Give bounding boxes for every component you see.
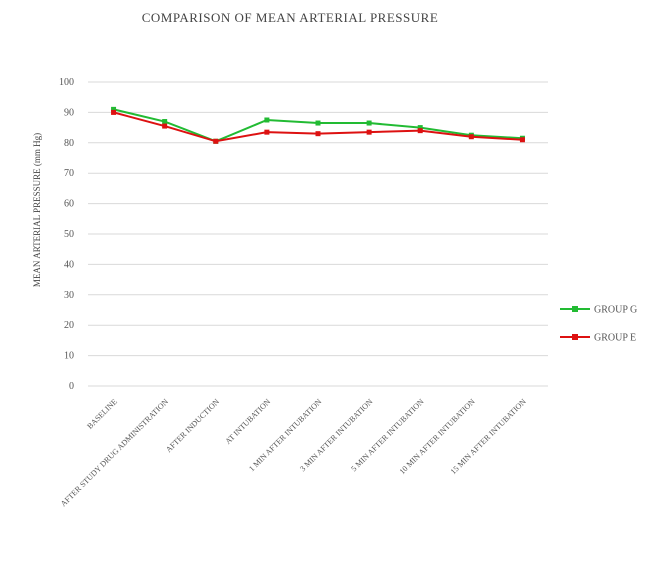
- data-point: [213, 138, 219, 144]
- data-point: [519, 137, 525, 143]
- series-lines: [111, 106, 525, 144]
- series-1: [111, 109, 525, 144]
- data-point: [162, 123, 168, 129]
- legend-marker: [572, 334, 578, 340]
- y-axis-label: MEAN ARTERIAL PRESSURE (mm Hg): [32, 133, 42, 287]
- data-point: [111, 109, 117, 115]
- data-point: [264, 117, 270, 123]
- y-tick-label: 40: [64, 259, 74, 270]
- legend-label: GROUP G: [594, 305, 637, 316]
- data-point: [366, 120, 372, 126]
- y-tick-labels: 0 10 20 30 40 50 60 70 80 90 100: [59, 77, 74, 392]
- data-point: [264, 129, 270, 135]
- y-tick-label: 100: [59, 77, 74, 88]
- legend-label: GROUP E: [594, 333, 636, 344]
- legend-entry: GROUP E: [560, 333, 636, 344]
- legend: GROUP G GROUP E: [560, 305, 637, 344]
- data-point: [468, 134, 474, 140]
- y-tick-label: 60: [64, 199, 74, 210]
- legend-marker: [572, 306, 578, 312]
- data-point: [315, 131, 321, 137]
- y-tick-label: 20: [64, 320, 74, 331]
- x-tick-label: BASELINE: [85, 397, 119, 431]
- y-tick-label: 80: [64, 138, 74, 149]
- x-tick-label: AT INTUBATION: [223, 397, 272, 446]
- data-point: [417, 125, 423, 131]
- y-tick-label: 90: [64, 107, 74, 118]
- y-tick-label: 70: [64, 168, 74, 179]
- chart-title: COMPARISON OF MEAN ARTERIAL PRESSURE: [142, 10, 439, 25]
- data-point: [315, 120, 321, 126]
- legend-entry: GROUP G: [560, 305, 637, 316]
- gridlines: [88, 81, 548, 387]
- y-tick-label: 0: [69, 381, 74, 392]
- x-tick-label: AFTER INDUCTION: [164, 397, 221, 454]
- data-point: [417, 128, 423, 134]
- series-line: [113, 111, 523, 143]
- data-point: [111, 106, 117, 112]
- data-point: [162, 119, 168, 125]
- data-point: [366, 129, 372, 135]
- y-tick-label: 50: [64, 229, 74, 240]
- x-tick-label: AFTER STUDY DRUG ADMINISTRATION: [59, 397, 170, 508]
- y-tick-label: 10: [64, 351, 74, 362]
- y-tick-label: 30: [64, 290, 74, 301]
